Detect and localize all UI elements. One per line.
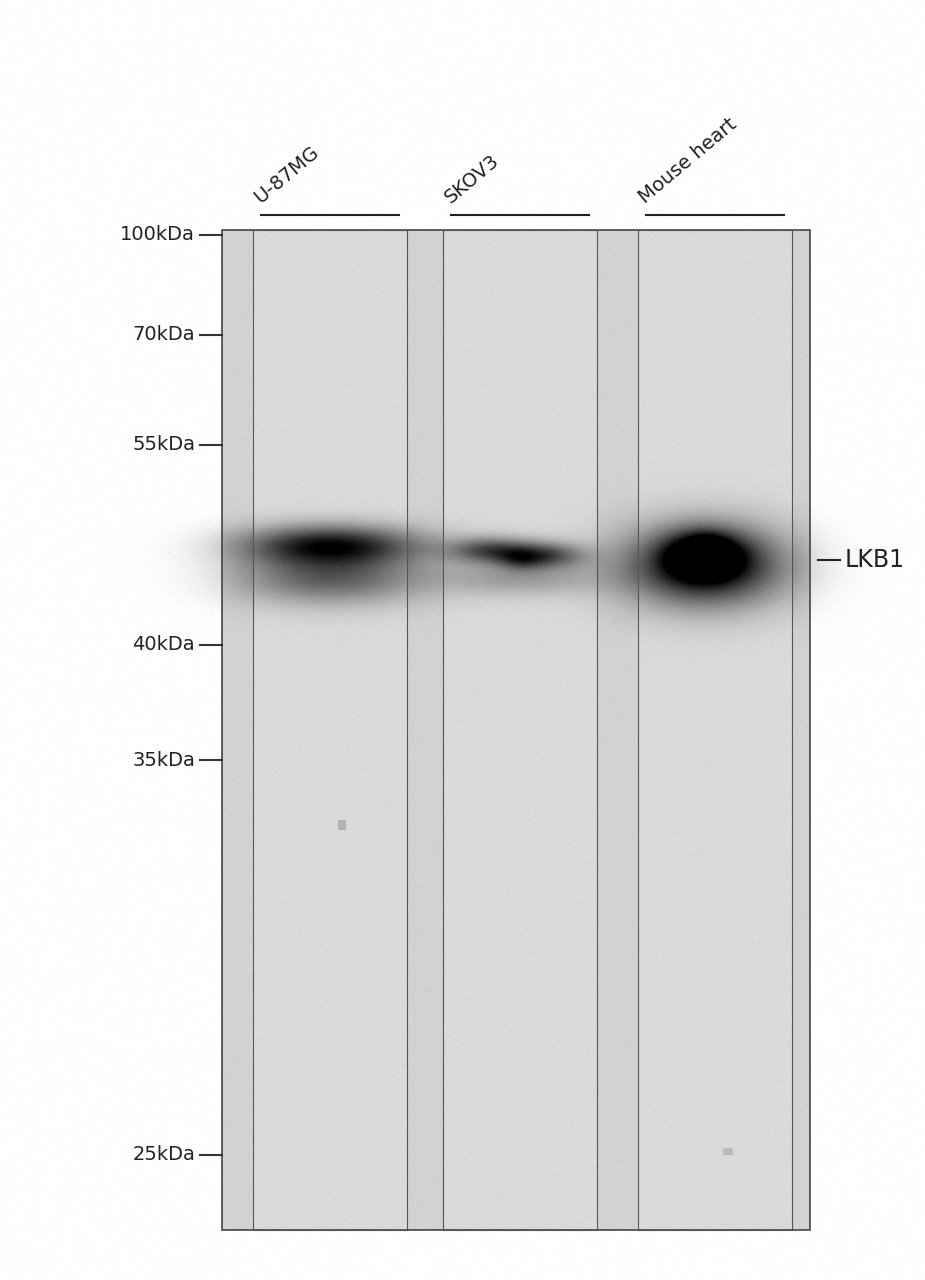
Text: SKOV3: SKOV3 [441,151,502,207]
Bar [443,230,597,1230]
Text: 55kDa: 55kDa [132,435,195,454]
Text: 40kDa: 40kDa [132,635,195,654]
Bar [638,230,792,1230]
Text: 35kDa: 35kDa [132,750,195,769]
Text: U-87MG: U-87MG [251,142,323,207]
Bar [222,230,810,1230]
Text: Mouse heart: Mouse heart [635,114,741,207]
Text: LKB1: LKB1 [845,548,905,572]
Text: 25kDa: 25kDa [132,1146,195,1165]
Text: 100kDa: 100kDa [120,225,195,244]
Text: 70kDa: 70kDa [132,325,195,344]
Bar [253,230,407,1230]
